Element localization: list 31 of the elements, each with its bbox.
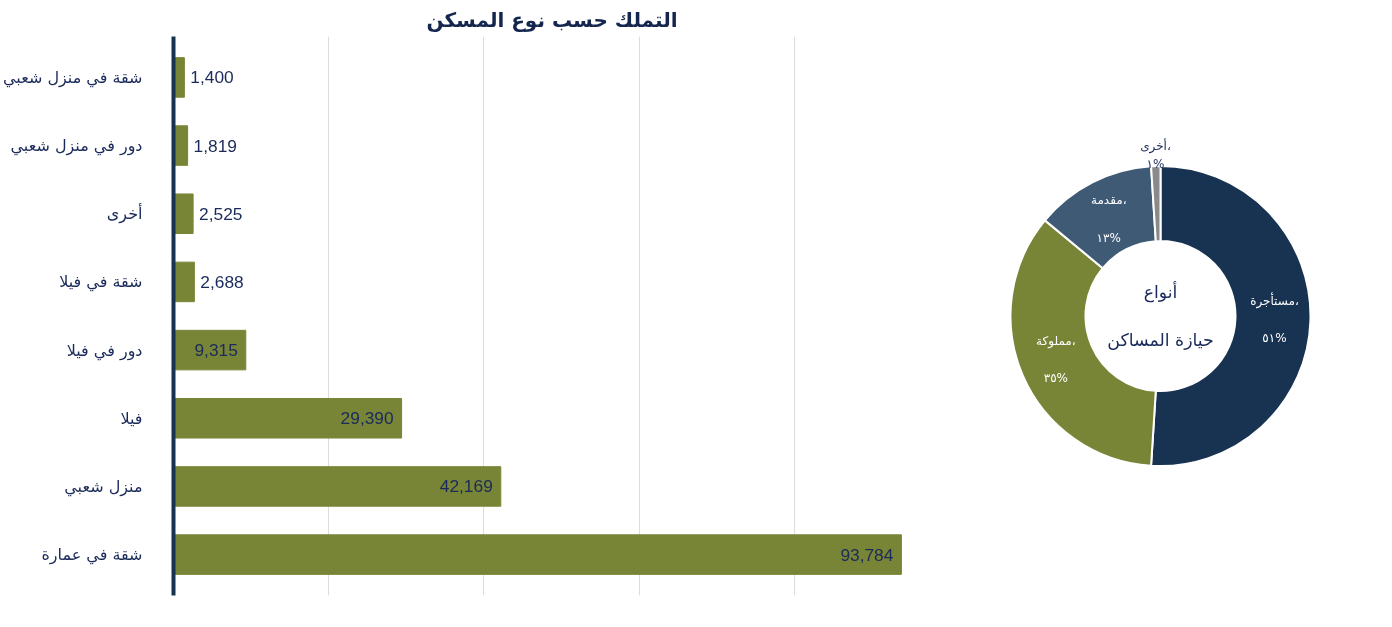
bar — [173, 193, 194, 235]
bar — [173, 397, 403, 439]
y-tick-label: فيلا — [120, 408, 143, 428]
y-tick-label: شقة في منزل شعبي — [3, 67, 143, 88]
data-label: 2,688 — [200, 271, 244, 292]
data-label: 93,784 — [840, 544, 894, 565]
data-label: 1,819 — [193, 135, 237, 156]
data-label: 2,525 — [199, 203, 243, 224]
y-tick-label: دور في فيلا — [66, 340, 143, 361]
y-tick-label: شقة في فيلا — [59, 272, 143, 293]
data-label: 1,400 — [190, 67, 234, 88]
bar — [173, 261, 195, 303]
slice-label: مملوكة، — [1036, 333, 1076, 349]
bar — [173, 534, 902, 575]
data-label: 9,315 — [194, 340, 238, 361]
slice-label: مستأجرة، — [1250, 291, 1299, 309]
y-tick-label: شقة في عمارة — [41, 545, 143, 566]
data-label: 42,169 — [439, 476, 493, 497]
y-tick-label: منزل شعبي — [64, 476, 143, 497]
bar — [173, 466, 502, 507]
data-label: 29,390 — [340, 408, 394, 429]
data-label: ١% — [1146, 157, 1165, 172]
slice-label: مقدمة، — [1090, 193, 1127, 208]
slice-label: أخرى، — [1140, 137, 1171, 154]
data-label: ٥١% — [1262, 331, 1287, 346]
chart-title: التملك حسب نوع المسكن — [426, 7, 678, 32]
y-tick-label: أخرى — [106, 203, 143, 225]
y-tick-label: دور في منزل شعبي — [10, 136, 143, 157]
data-label: ٣٥% — [1043, 370, 1069, 385]
chart-title: أنواع حيازة المساكن — [1107, 281, 1214, 351]
data-label: ١٣% — [1096, 230, 1121, 245]
